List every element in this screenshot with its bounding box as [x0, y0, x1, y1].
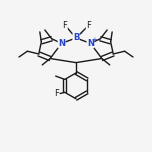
Text: +: +	[92, 37, 98, 43]
Text: ⁻: ⁻	[78, 30, 82, 39]
Text: B: B	[73, 33, 79, 43]
Text: F: F	[54, 89, 59, 98]
Text: F: F	[86, 21, 91, 30]
Text: F: F	[63, 21, 67, 30]
Text: N: N	[87, 39, 94, 48]
Text: N: N	[58, 39, 65, 48]
